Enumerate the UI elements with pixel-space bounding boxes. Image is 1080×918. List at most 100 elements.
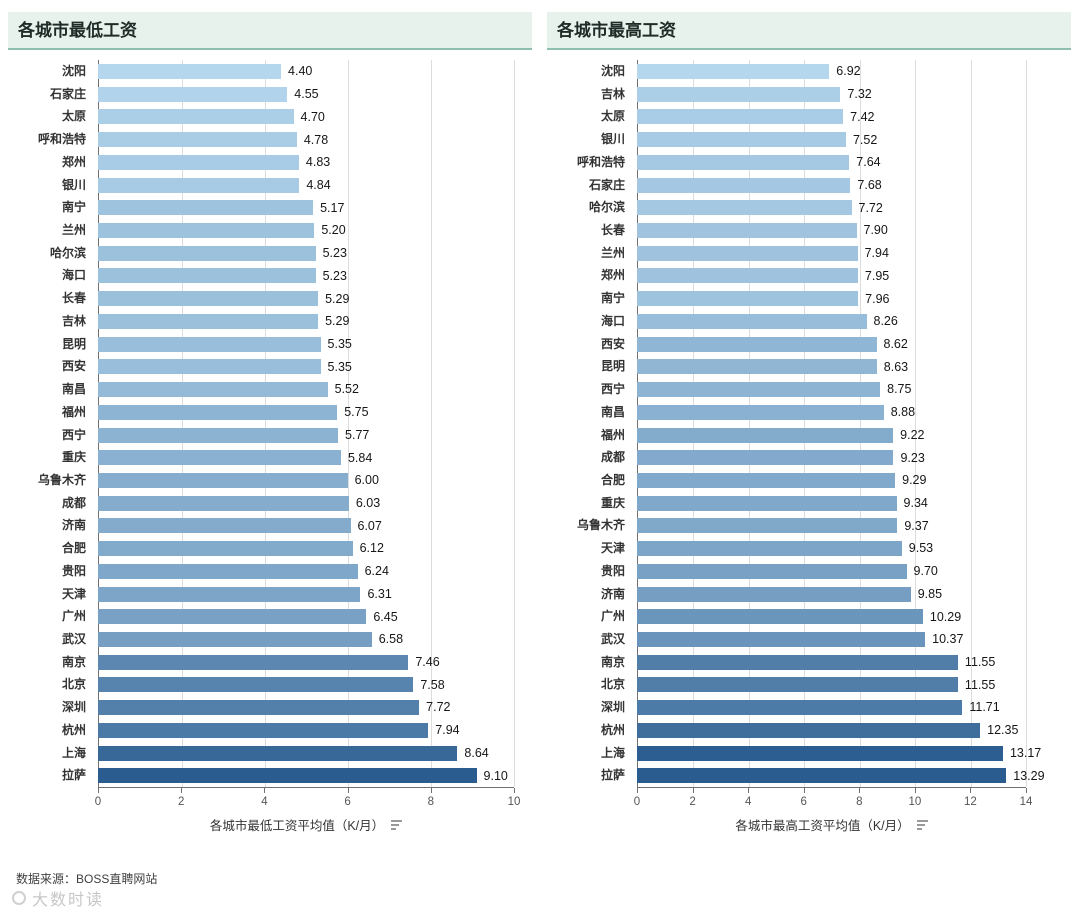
bar[interactable]	[637, 654, 958, 670]
bar[interactable]	[98, 154, 299, 170]
bar-track: 9.23	[637, 446, 1026, 469]
bar[interactable]	[98, 132, 297, 148]
bar-row: 深圳 11.71	[547, 696, 1071, 719]
bar[interactable]	[98, 291, 319, 307]
bar[interactable]	[98, 768, 477, 784]
bar[interactable]	[637, 336, 877, 352]
bar[interactable]	[637, 518, 898, 534]
city-label: 沈阳	[61, 64, 86, 78]
city-label: 银川	[61, 177, 86, 192]
city-label: 重庆	[61, 450, 86, 465]
bar[interactable]	[637, 495, 897, 511]
bar[interactable]	[98, 109, 294, 125]
bar-row: 南宁 5.17	[8, 196, 532, 219]
bar[interactable]	[98, 86, 288, 102]
value-label: 4.83	[305, 155, 331, 170]
bar[interactable]	[637, 245, 858, 261]
value-label: 5.29	[325, 291, 350, 306]
bar[interactable]	[98, 609, 367, 625]
bar[interactable]	[637, 313, 867, 329]
bar-row: 西安 8.62	[547, 333, 1071, 356]
city-label: 南京	[61, 654, 86, 669]
x-axis-title-max: 各城市最高工资平均值（K/月）	[735, 819, 910, 833]
bar-row: 石家庄 7.68	[547, 174, 1071, 197]
value-label: 7.68	[857, 177, 882, 192]
bar[interactable]	[637, 541, 902, 557]
bar[interactable]	[637, 223, 857, 239]
bar[interactable]	[98, 268, 316, 284]
bar[interactable]	[98, 223, 315, 239]
bar[interactable]	[637, 472, 896, 488]
bar[interactable]	[98, 631, 372, 647]
bar[interactable]	[637, 200, 852, 216]
bar[interactable]	[98, 245, 316, 261]
bar[interactable]	[637, 677, 958, 693]
bar[interactable]	[98, 541, 353, 557]
bar[interactable]	[98, 586, 361, 602]
bar[interactable]	[98, 382, 328, 398]
sort-icon[interactable]	[391, 819, 403, 830]
bar[interactable]	[98, 450, 341, 466]
bar[interactable]	[637, 359, 877, 375]
bar[interactable]	[98, 177, 300, 193]
bar[interactable]	[98, 200, 314, 216]
bar[interactable]	[637, 722, 981, 738]
bar[interactable]	[637, 404, 884, 420]
bar-row: 广州 10.29	[547, 605, 1071, 628]
bar[interactable]	[637, 291, 859, 307]
value-label: 9.70	[913, 564, 938, 579]
bar-track: 7.94	[98, 719, 514, 742]
value-label: 9.85	[917, 586, 943, 601]
bar[interactable]	[637, 86, 841, 102]
bar[interactable]	[98, 722, 429, 738]
bar[interactable]	[637, 631, 926, 647]
city-label: 拉萨	[61, 768, 86, 783]
bar-track: 10.37	[637, 628, 1026, 651]
bar[interactable]	[98, 404, 338, 420]
bar-row: 上海 13.17	[547, 742, 1071, 765]
bar[interactable]	[98, 427, 339, 443]
bar[interactable]	[637, 109, 844, 125]
bar[interactable]	[637, 586, 911, 602]
bar[interactable]	[98, 654, 409, 670]
axis-tick	[914, 788, 916, 793]
bar[interactable]	[98, 336, 321, 352]
bar-row: 乌鲁木齐 9.37	[547, 514, 1071, 537]
bar[interactable]	[637, 382, 881, 398]
gridline	[1026, 60, 1027, 787]
bar[interactable]	[637, 427, 894, 443]
bar[interactable]	[98, 563, 358, 579]
bar[interactable]	[637, 177, 851, 193]
bar[interactable]	[637, 745, 1003, 761]
bar[interactable]	[637, 700, 963, 716]
value-label: 6.03	[355, 496, 381, 511]
chart-title-min: 各城市最低工资	[18, 21, 137, 40]
city-label: 西宁	[61, 427, 86, 442]
city-label: 兰州	[61, 223, 86, 238]
city-label: 南昌	[61, 382, 86, 397]
bar[interactable]	[98, 472, 348, 488]
bar[interactable]	[637, 154, 850, 170]
bar[interactable]	[98, 700, 420, 716]
chart-header-min: 各城市最低工资	[8, 12, 532, 50]
sort-icon[interactable]	[916, 819, 928, 830]
bar-track: 8.75	[637, 378, 1026, 401]
bar[interactable]	[637, 64, 830, 79]
bar[interactable]	[637, 768, 1007, 784]
bar[interactable]	[98, 745, 458, 761]
bar[interactable]	[637, 609, 923, 625]
gridline	[859, 60, 861, 787]
bar[interactable]	[98, 677, 414, 693]
bar[interactable]	[637, 132, 846, 148]
bar[interactable]	[637, 268, 858, 284]
bar[interactable]	[98, 313, 319, 329]
bar[interactable]	[98, 518, 351, 534]
value-label: 4.70	[300, 109, 325, 124]
bar[interactable]	[637, 563, 907, 579]
bar[interactable]	[637, 450, 894, 466]
bar[interactable]	[98, 64, 282, 79]
bar-row: 天津 9.53	[547, 537, 1071, 560]
bar[interactable]	[98, 495, 349, 511]
value-label: 5.35	[327, 359, 352, 374]
bar[interactable]	[98, 359, 321, 375]
